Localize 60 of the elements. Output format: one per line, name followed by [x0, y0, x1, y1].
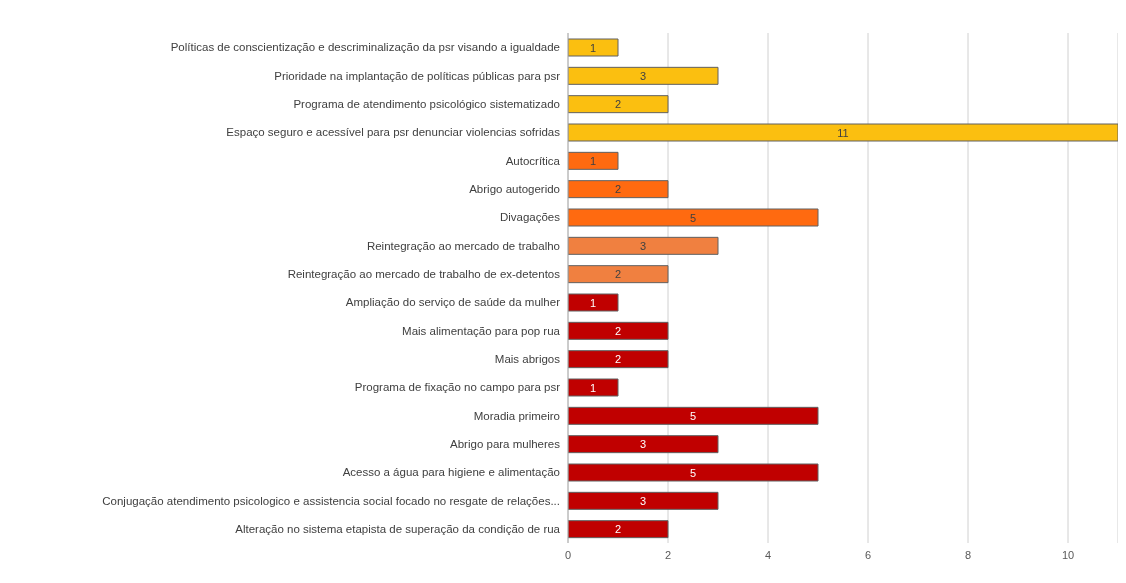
- data-label: 3: [639, 438, 647, 451]
- x-tick-label: 2: [664, 548, 672, 561]
- x-tick-label: 0: [564, 548, 572, 561]
- x-tick-label: 10: [1061, 548, 1075, 561]
- bar: [568, 491, 719, 510]
- bar: [568, 208, 819, 227]
- bar: [568, 378, 619, 397]
- data-label: 2: [614, 183, 622, 196]
- y-tick-label: Programa de fixação no campo para psr: [354, 381, 561, 394]
- y-tick-label: Reintegração ao mercado de trabalho: [366, 239, 560, 252]
- bar: [568, 38, 619, 57]
- bar: [568, 435, 719, 454]
- bar: [568, 151, 619, 170]
- data-label: 1: [589, 154, 597, 167]
- y-tick-label: Mais alimentação para pop rua: [402, 324, 561, 337]
- bar: [568, 406, 819, 425]
- bar: [568, 520, 669, 539]
- y-tick-label: Acesso a água para higiene e alimentação: [342, 466, 560, 479]
- y-tick-label: Reintegração ao mercado de trabalho de ex-detentos: [287, 267, 561, 280]
- data-label: 3: [639, 494, 647, 507]
- bar: [568, 463, 819, 482]
- bar: [568, 293, 619, 312]
- data-label: 11: [837, 126, 849, 139]
- bar: [568, 180, 669, 199]
- y-tick-label: Abrigo para mulheres: [450, 437, 561, 450]
- data-label: 2: [614, 523, 622, 536]
- data-label: 5: [689, 211, 697, 224]
- y-tick-label: Autocrítica: [505, 154, 561, 167]
- x-tick-label: 6: [864, 548, 872, 561]
- y-tick-label: Espaço seguro e acessível para psr denunciar violencias sofridas: [226, 126, 561, 139]
- y-tick-label: Divagações: [499, 211, 561, 224]
- y-tick-label: Programa de atendimento psicológico sistematizado: [293, 97, 560, 110]
- data-label: 2: [614, 353, 622, 366]
- y-tick-label: Políticas de conscientização e descriminalização da psr visando a igualdade: [170, 41, 560, 54]
- data-label: 2: [614, 324, 622, 337]
- bar: [568, 321, 669, 340]
- data-label: 3: [639, 239, 647, 252]
- bar: [568, 123, 1118, 142]
- data-label: 5: [689, 409, 697, 422]
- bar: [568, 66, 719, 85]
- x-tick-label: 4: [764, 548, 772, 561]
- y-tick-label: Moradia primeiro: [473, 409, 560, 422]
- data-label: 3: [639, 69, 647, 82]
- data-label: 1: [589, 381, 597, 394]
- bar: [568, 350, 669, 369]
- bar: [568, 236, 719, 255]
- data-label: 2: [614, 98, 622, 111]
- y-tick-label: Mais abrigos: [494, 352, 561, 365]
- y-tick-label: Abrigo autogerido: [469, 182, 560, 195]
- y-tick-label: Alteração no sistema etapista de superação da condição de rua: [235, 522, 561, 535]
- x-tick-label: 8: [964, 548, 972, 561]
- y-tick-label: Conjugação atendimento psicologico e assistencia social focado no resgate de relações...: [102, 494, 560, 507]
- data-label: 2: [614, 268, 622, 281]
- y-tick-label: Prioridade na implantação de políticas públicas para psr: [274, 69, 561, 82]
- bar: [568, 95, 669, 114]
- data-label: 1: [589, 41, 597, 54]
- bar: [568, 265, 669, 284]
- data-label: 5: [689, 466, 697, 479]
- y-tick-label: Ampliação do serviço de saúde da mulher: [345, 296, 561, 309]
- data-label: 1: [589, 296, 597, 309]
